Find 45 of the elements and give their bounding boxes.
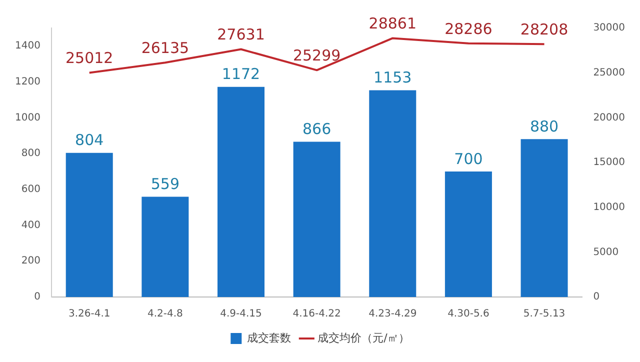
x-tick-label: 4.16-4.22 (292, 308, 341, 320)
bar (66, 152, 113, 297)
x-tick-label: 3.26-4.1 (68, 308, 110, 320)
data-label: 28208 (520, 20, 568, 38)
y-tick-label: 600 (21, 184, 40, 195)
y-tick-label: 0 (34, 292, 40, 303)
y2-tick-label: 10000 (593, 202, 625, 213)
legend-label: 成交套数 (247, 331, 292, 344)
x-tick-label: 4.30-5.6 (448, 308, 490, 320)
legend-label: 成交均价（元/㎡） (318, 331, 410, 344)
data-label: 26135 (141, 39, 190, 58)
data-label: 1172 (222, 65, 260, 84)
x-tick-label: 4.2-4.8 (147, 308, 183, 320)
y2-tick-label: 30000 (593, 22, 625, 34)
y2-tick-label: 0 (593, 292, 600, 303)
bar (293, 142, 340, 297)
y-tick-label: 400 (21, 220, 40, 231)
bar (142, 196, 189, 297)
data-label: 25012 (66, 49, 114, 68)
y-tick-label: 1400 (14, 40, 40, 52)
y-tick-label: 1000 (14, 112, 40, 124)
bar (369, 90, 416, 297)
y2-tick-label: 5000 (593, 246, 619, 258)
y-tick-label: 1200 (14, 76, 40, 88)
bar (217, 86, 265, 297)
data-label: 880 (530, 118, 559, 136)
y-tick-label: 800 (21, 148, 40, 160)
x-tick-label: 5.7-5.13 (523, 308, 566, 320)
data-label: 700 (454, 150, 483, 168)
data-label: 866 (302, 120, 332, 138)
y2-tick-label: 25000 (593, 67, 625, 78)
data-label: 1153 (374, 68, 412, 87)
data-label: 28861 (368, 14, 416, 33)
x-tick-label: 4.9-4.15 (220, 308, 262, 320)
data-label: 28286 (444, 20, 492, 38)
bar (520, 139, 568, 297)
data-label: 25299 (292, 46, 341, 65)
data-label: 804 (75, 131, 104, 150)
y2-tick-label: 20000 (593, 112, 625, 124)
data-label: 559 (150, 175, 180, 194)
x-tick-label: 4.23-4.29 (368, 308, 417, 320)
y-tick-label: 200 (21, 256, 40, 267)
data-label: 27631 (217, 26, 265, 44)
y2-tick-label: 15000 (593, 157, 625, 168)
bar (444, 171, 492, 297)
